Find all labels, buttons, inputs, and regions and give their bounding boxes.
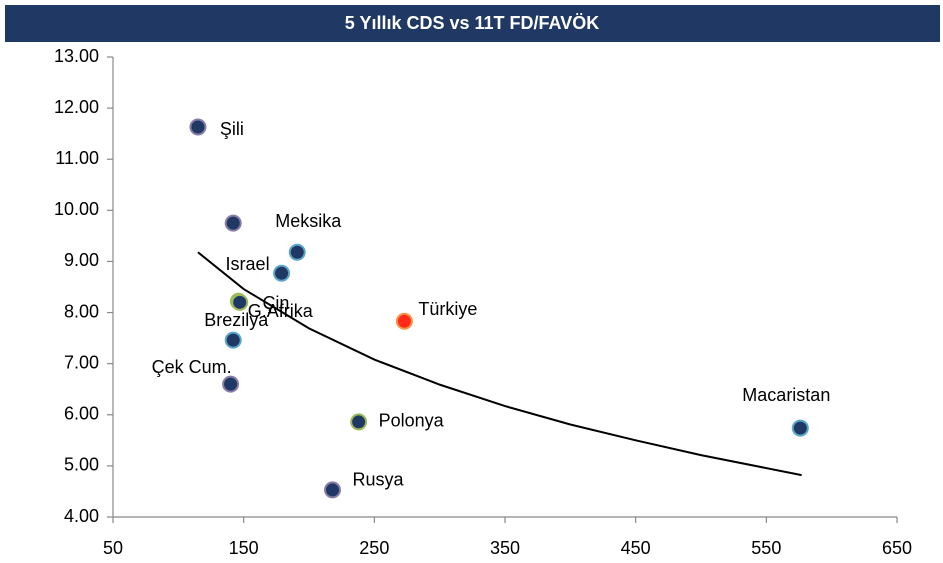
point-label: Türkiye <box>418 299 477 319</box>
point <box>791 419 809 437</box>
y-tick-label: 5.00 <box>64 455 99 475</box>
point-label: Polonya <box>379 411 445 431</box>
point-label: Şili <box>220 119 244 139</box>
trendline <box>197 251 802 477</box>
point <box>324 481 342 499</box>
y-tick-label: 12.00 <box>54 97 99 117</box>
x-tick-label: 550 <box>751 538 781 558</box>
point-label: Brezilya <box>204 310 269 330</box>
y-tick-label: 11.00 <box>55 148 99 168</box>
x-tick-label: 450 <box>621 538 651 558</box>
point <box>224 331 242 349</box>
point-label: Çin <box>262 293 289 313</box>
x-tick-label: 50 <box>103 538 123 558</box>
point <box>189 118 207 136</box>
title-bar <box>5 5 940 42</box>
y-tick-label: 8.00 <box>64 301 99 321</box>
y-tick-label: 7.00 <box>64 352 99 372</box>
y-tick-label: 6.00 <box>64 404 99 424</box>
x-tick-label: 350 <box>490 538 520 558</box>
point <box>222 375 240 393</box>
y-tick-label: 13.00 <box>54 46 99 66</box>
point-label: Macaristan <box>742 385 830 405</box>
x-tick-label: 150 <box>229 538 259 558</box>
point <box>273 264 291 282</box>
point-label: Çek Cum. <box>152 357 232 377</box>
y-tick-label: 4.00 <box>64 506 99 526</box>
point-label: Meksika <box>275 211 342 231</box>
y-tick-label: 9.00 <box>64 250 99 270</box>
point-label: Rusya <box>353 470 405 490</box>
x-tick-label: 250 <box>359 538 389 558</box>
x-tick-label: 650 <box>882 538 912 558</box>
point <box>350 413 368 431</box>
point <box>288 243 306 261</box>
y-tick-label: 10.00 <box>54 199 99 219</box>
point <box>224 214 242 232</box>
point <box>231 293 249 311</box>
point-label: Israel <box>226 254 270 274</box>
point <box>395 312 413 330</box>
point-label: G.Afrika <box>248 301 314 321</box>
chart-title: 5 Yıllık CDS vs 11T FD/FAVÖK <box>345 13 599 33</box>
